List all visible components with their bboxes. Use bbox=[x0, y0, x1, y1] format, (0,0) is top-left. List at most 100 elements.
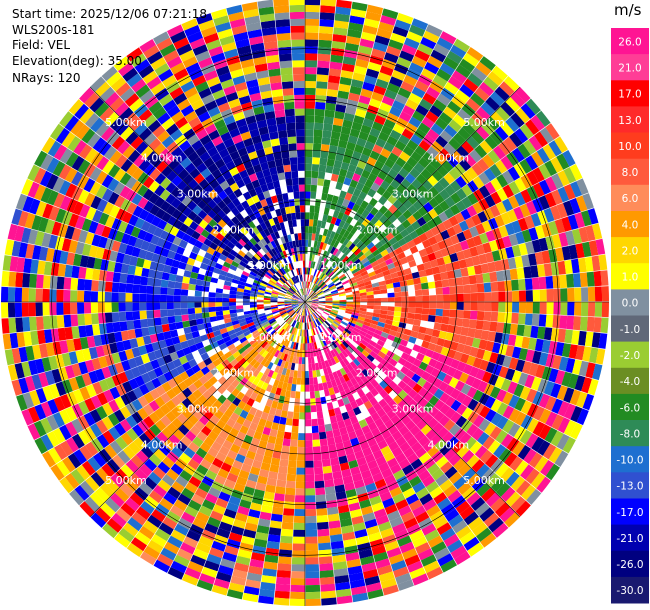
range-gate bbox=[330, 238, 337, 247]
range-gate bbox=[109, 386, 121, 400]
range-gate bbox=[317, 325, 323, 333]
range-gate bbox=[404, 37, 420, 50]
range-gate bbox=[131, 347, 141, 358]
range-gate bbox=[414, 257, 424, 266]
range-gate bbox=[285, 307, 293, 311]
range-gate bbox=[244, 522, 258, 532]
ray bbox=[305, 302, 497, 548]
range-gate bbox=[330, 323, 338, 330]
range-gate bbox=[550, 156, 564, 173]
range-gate bbox=[416, 263, 426, 272]
range-gate bbox=[373, 85, 387, 96]
range-gate bbox=[538, 314, 547, 327]
range-gate bbox=[329, 365, 336, 373]
range-gate bbox=[448, 76, 463, 90]
range-gate bbox=[264, 334, 271, 342]
range-gate bbox=[358, 463, 370, 473]
range-gate bbox=[236, 294, 244, 299]
range-gate bbox=[330, 349, 337, 358]
range-gate bbox=[532, 302, 540, 314]
range-gate bbox=[195, 284, 203, 292]
range-gate bbox=[455, 89, 470, 103]
range-gate bbox=[346, 302, 354, 305]
range-gate bbox=[322, 322, 329, 329]
range-gate bbox=[399, 541, 415, 554]
range-gate bbox=[318, 272, 324, 279]
range-gate bbox=[276, 576, 291, 585]
range-gate bbox=[385, 319, 393, 326]
range-gate bbox=[134, 468, 148, 482]
range-gate bbox=[481, 487, 496, 502]
range-gate bbox=[274, 334, 281, 342]
range-gate bbox=[459, 531, 476, 545]
range-gate bbox=[336, 234, 343, 243]
range-gate bbox=[364, 346, 373, 354]
range-gate bbox=[328, 208, 335, 217]
range-gate bbox=[425, 110, 439, 123]
range-gate bbox=[319, 12, 335, 21]
range-gate bbox=[550, 383, 562, 398]
range-gate bbox=[379, 102, 392, 113]
range-gate bbox=[345, 291, 353, 296]
range-gate bbox=[308, 307, 313, 314]
range-gate bbox=[79, 386, 91, 401]
range-gate bbox=[388, 389, 398, 400]
range-gate bbox=[243, 342, 252, 350]
range-gate bbox=[372, 191, 382, 202]
range-gate bbox=[368, 256, 377, 264]
range-gate bbox=[353, 212, 362, 221]
range-gate bbox=[296, 474, 305, 482]
range-gate bbox=[351, 341, 359, 349]
range-gate bbox=[338, 307, 346, 311]
range-gate bbox=[403, 347, 413, 356]
range-gate bbox=[346, 558, 361, 568]
range-gate bbox=[305, 295, 307, 302]
range-gate bbox=[305, 302, 311, 306]
range-gate bbox=[352, 327, 361, 333]
range-gate bbox=[156, 431, 169, 444]
range-gate bbox=[305, 115, 315, 123]
range-gate bbox=[352, 237, 361, 246]
range-gate bbox=[299, 405, 305, 413]
range-gate bbox=[306, 260, 310, 268]
range-gate bbox=[299, 315, 303, 323]
range-gate bbox=[531, 313, 540, 327]
range-gate bbox=[523, 325, 532, 338]
range-gate bbox=[285, 487, 296, 496]
range-gate bbox=[518, 243, 528, 256]
range-gate bbox=[73, 389, 85, 404]
range-gate bbox=[539, 127, 554, 144]
range-gate bbox=[546, 302, 554, 315]
range-gate bbox=[402, 189, 413, 200]
range-gate bbox=[464, 154, 477, 167]
range-gate bbox=[121, 360, 131, 372]
range-gate bbox=[191, 330, 200, 339]
range-gate bbox=[305, 433, 313, 441]
range-gate bbox=[280, 321, 287, 328]
range-gate bbox=[443, 302, 451, 310]
range-gate bbox=[523, 139, 537, 155]
range-gate bbox=[413, 277, 421, 285]
range-gate bbox=[361, 246, 370, 254]
range-gate bbox=[270, 355, 277, 364]
range-gate bbox=[311, 302, 319, 304]
range-gate bbox=[386, 547, 402, 559]
range-gate bbox=[367, 406, 377, 416]
range-gate bbox=[345, 552, 360, 562]
range-gate bbox=[339, 76, 352, 86]
range-gate bbox=[490, 281, 499, 292]
range-gate bbox=[207, 447, 219, 458]
range-gate bbox=[149, 424, 162, 437]
range-gate bbox=[161, 272, 170, 281]
range-gate bbox=[435, 135, 448, 148]
range-gate bbox=[346, 296, 354, 300]
range-gate bbox=[412, 210, 423, 221]
range-gate bbox=[444, 184, 456, 197]
range-gate bbox=[129, 492, 145, 506]
range-gate bbox=[571, 330, 580, 345]
range-gate bbox=[308, 307, 314, 314]
range-gate bbox=[437, 497, 452, 511]
range-gate bbox=[242, 592, 259, 603]
range-gate bbox=[144, 343, 154, 354]
range-gate bbox=[312, 320, 317, 328]
